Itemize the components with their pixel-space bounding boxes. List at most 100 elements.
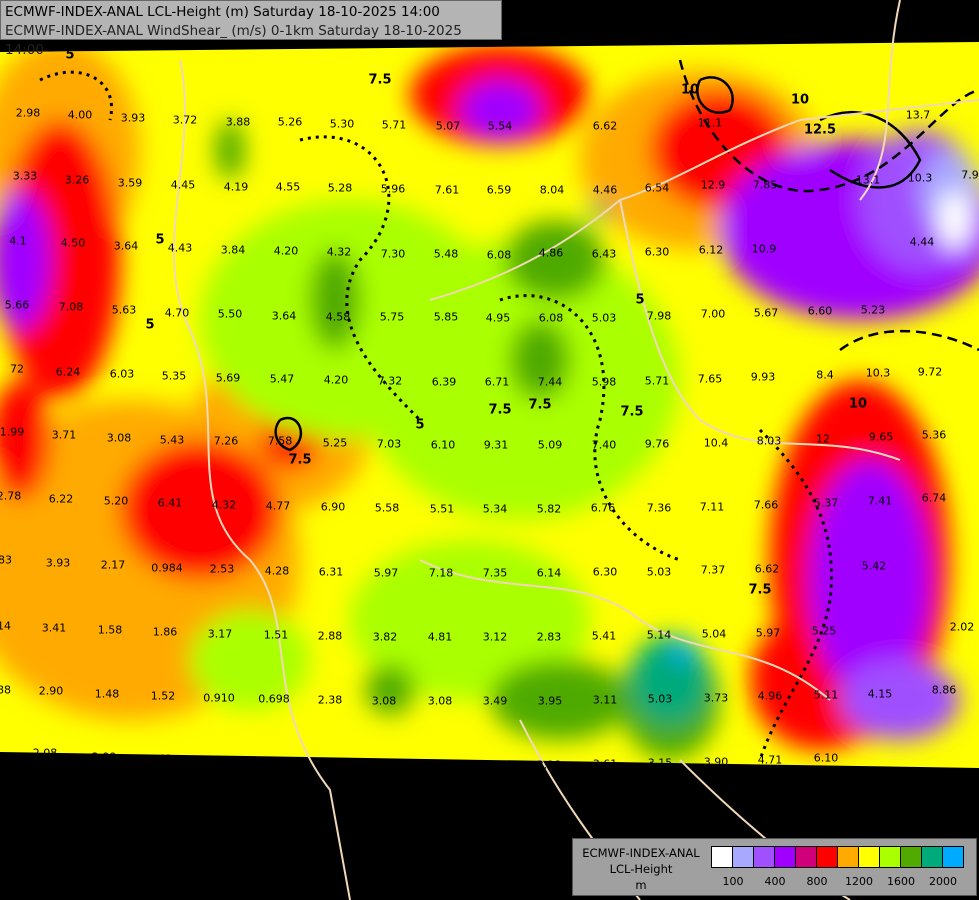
windshear-value-label: 6.03 xyxy=(109,367,135,381)
windshear-contour xyxy=(839,329,979,352)
windshear-value-label: 8.04 xyxy=(539,183,565,197)
windshear-value-label: 6.31 xyxy=(318,565,344,579)
contour-label: 5 xyxy=(145,317,155,333)
windshear-value-label: 5.58 xyxy=(374,501,400,515)
windshear-contour xyxy=(274,416,302,452)
windshear-value-label: 5.34 xyxy=(482,502,508,516)
windshear-value-label: 1.11 xyxy=(315,757,341,771)
windshear-value-label: 7.08 xyxy=(58,300,84,314)
windshear-value-label: 4.55 xyxy=(275,180,301,194)
lcl-color-region xyxy=(510,320,570,400)
windshear-value-label: 9.76 xyxy=(644,437,670,451)
windshear-value-label: 2.90 xyxy=(38,684,64,698)
lcl-color-region xyxy=(630,635,710,725)
color-legend: ECMWF-INDEX-ANAL LCL-Height m 100 400 800 1… xyxy=(572,838,977,896)
windshear-value-label: 1.52 xyxy=(150,689,176,703)
windshear-value-label: 0.698 xyxy=(258,692,290,706)
windshear-value-label: 1.58 xyxy=(97,623,123,637)
windshear-value-label: 14 xyxy=(0,619,11,633)
windshear-value-label: 3.84 xyxy=(220,243,246,257)
lcl-color-region xyxy=(120,440,280,580)
country-border xyxy=(619,199,901,461)
windshear-value-label: 3.71 xyxy=(51,428,77,442)
windshear-value-label: 5.25 xyxy=(811,624,837,638)
windshear-value-label: 4.46 xyxy=(592,183,618,197)
legend-swatch xyxy=(922,847,943,867)
lcl-color-region xyxy=(590,200,610,220)
lcl-color-region xyxy=(840,660,960,740)
windshear-value-label: 2.02 xyxy=(949,620,975,634)
windshear-value-label: 4.19 xyxy=(223,180,249,194)
windshear-value-label: 6.54 xyxy=(644,181,670,195)
contour-label: 7.5 xyxy=(620,404,644,420)
legend-swatch xyxy=(754,847,775,867)
windshear-value-label: 5.03 xyxy=(646,565,672,579)
lcl-color-region xyxy=(671,638,695,662)
windshear-value-label: 5.51 xyxy=(429,502,455,516)
windshear-value-label: 6.22 xyxy=(48,492,74,506)
windshear-value-label: 6.24 xyxy=(55,365,81,379)
windshear-value-label: 5.47 xyxy=(269,372,295,386)
windshear-value-label: 2.83 xyxy=(536,630,562,644)
windshear-value-label: 4.15 xyxy=(867,687,893,701)
windshear-value-label: 7.32 xyxy=(377,374,403,388)
windshear-value-label: 7.03 xyxy=(376,437,402,451)
windshear-value-label: 5.63 xyxy=(111,303,137,317)
windshear-value-label: 5.54 xyxy=(487,119,513,133)
lcl-color-region xyxy=(365,665,415,715)
legend-tick-label: 400 xyxy=(764,875,786,888)
title-lcl-height: ECMWF-INDEX-ANAL LCL-Height (m) Saturday… xyxy=(5,4,440,20)
windshear-value-label: 5.36 xyxy=(921,428,947,442)
windshear-value-label: 10.4 xyxy=(703,436,729,450)
windshear-value-label: 4.20 xyxy=(273,244,299,258)
windshear-value-label: 2.78 xyxy=(0,489,22,503)
windshear-value-label: 2.17 xyxy=(100,558,126,572)
windshear-value-label: 3.93 xyxy=(45,556,71,570)
windshear-value-label: 2.08 xyxy=(32,746,58,760)
legend-swatch xyxy=(901,847,922,867)
lcl-color-region xyxy=(490,660,630,740)
windshear-value-label: 12.9 xyxy=(700,178,726,192)
windshear-value-label: 10.9 xyxy=(751,242,777,256)
windshear-value-label: 3.08 xyxy=(106,431,132,445)
legend-tick-label: 1200 xyxy=(845,875,873,888)
windshear-contour xyxy=(819,110,922,189)
windshear-value-label: 4.32 xyxy=(211,498,237,512)
windshear-value-label: 9.72 xyxy=(917,365,943,379)
windshear-value-label: 3.17 xyxy=(259,756,285,770)
legend-swatch xyxy=(859,847,880,867)
legend-model: ECMWF-INDEX-ANAL xyxy=(582,846,700,860)
legend-tick-label: 800 xyxy=(806,875,828,888)
legend-swatch xyxy=(796,847,817,867)
windshear-value-label: 1.86 xyxy=(203,754,229,768)
windshear-value-label: 3.12 xyxy=(482,630,508,644)
windshear-value-label: 3.41 xyxy=(41,621,67,635)
windshear-value-label: 1.48 xyxy=(94,687,120,701)
windshear-value-label: 6.60 xyxy=(807,304,833,318)
legend-color-scale xyxy=(711,846,964,868)
windshear-value-label: 3.82 xyxy=(372,630,398,644)
windshear-value-label: 2.88 xyxy=(317,629,343,643)
windshear-value-label: 5.37 xyxy=(813,496,839,510)
windshear-value-label: 13.7 xyxy=(905,108,931,122)
windshear-value-label: 2.00 xyxy=(91,750,117,764)
windshear-value-label: 1.51 xyxy=(263,628,289,642)
windshear-value-label: 5.03 xyxy=(647,692,673,706)
windshear-value-label: 4.28 xyxy=(264,564,290,578)
legend-tick-label: 100 xyxy=(722,875,744,888)
windshear-value-label: 6.12 xyxy=(698,243,724,257)
windshear-value-label: 3.49 xyxy=(482,694,508,708)
windshear-value-label: 4.96 xyxy=(757,689,783,703)
windshear-value-label: 7.98 xyxy=(646,309,672,323)
windshear-value-label: 7.26 xyxy=(213,434,239,448)
windshear-value-label: 5.75 xyxy=(379,310,405,324)
windshear-value-label: 4.32 xyxy=(326,245,352,259)
windshear-value-label: 83 xyxy=(0,553,12,567)
windshear-value-label: 10.3 xyxy=(907,171,933,185)
windshear-value-label: 72 xyxy=(10,362,24,376)
windshear-value-label: 5.41 xyxy=(591,629,617,643)
windshear-value-label: 6.74 xyxy=(921,491,947,505)
windshear-value-label: 3.18 xyxy=(536,758,562,772)
